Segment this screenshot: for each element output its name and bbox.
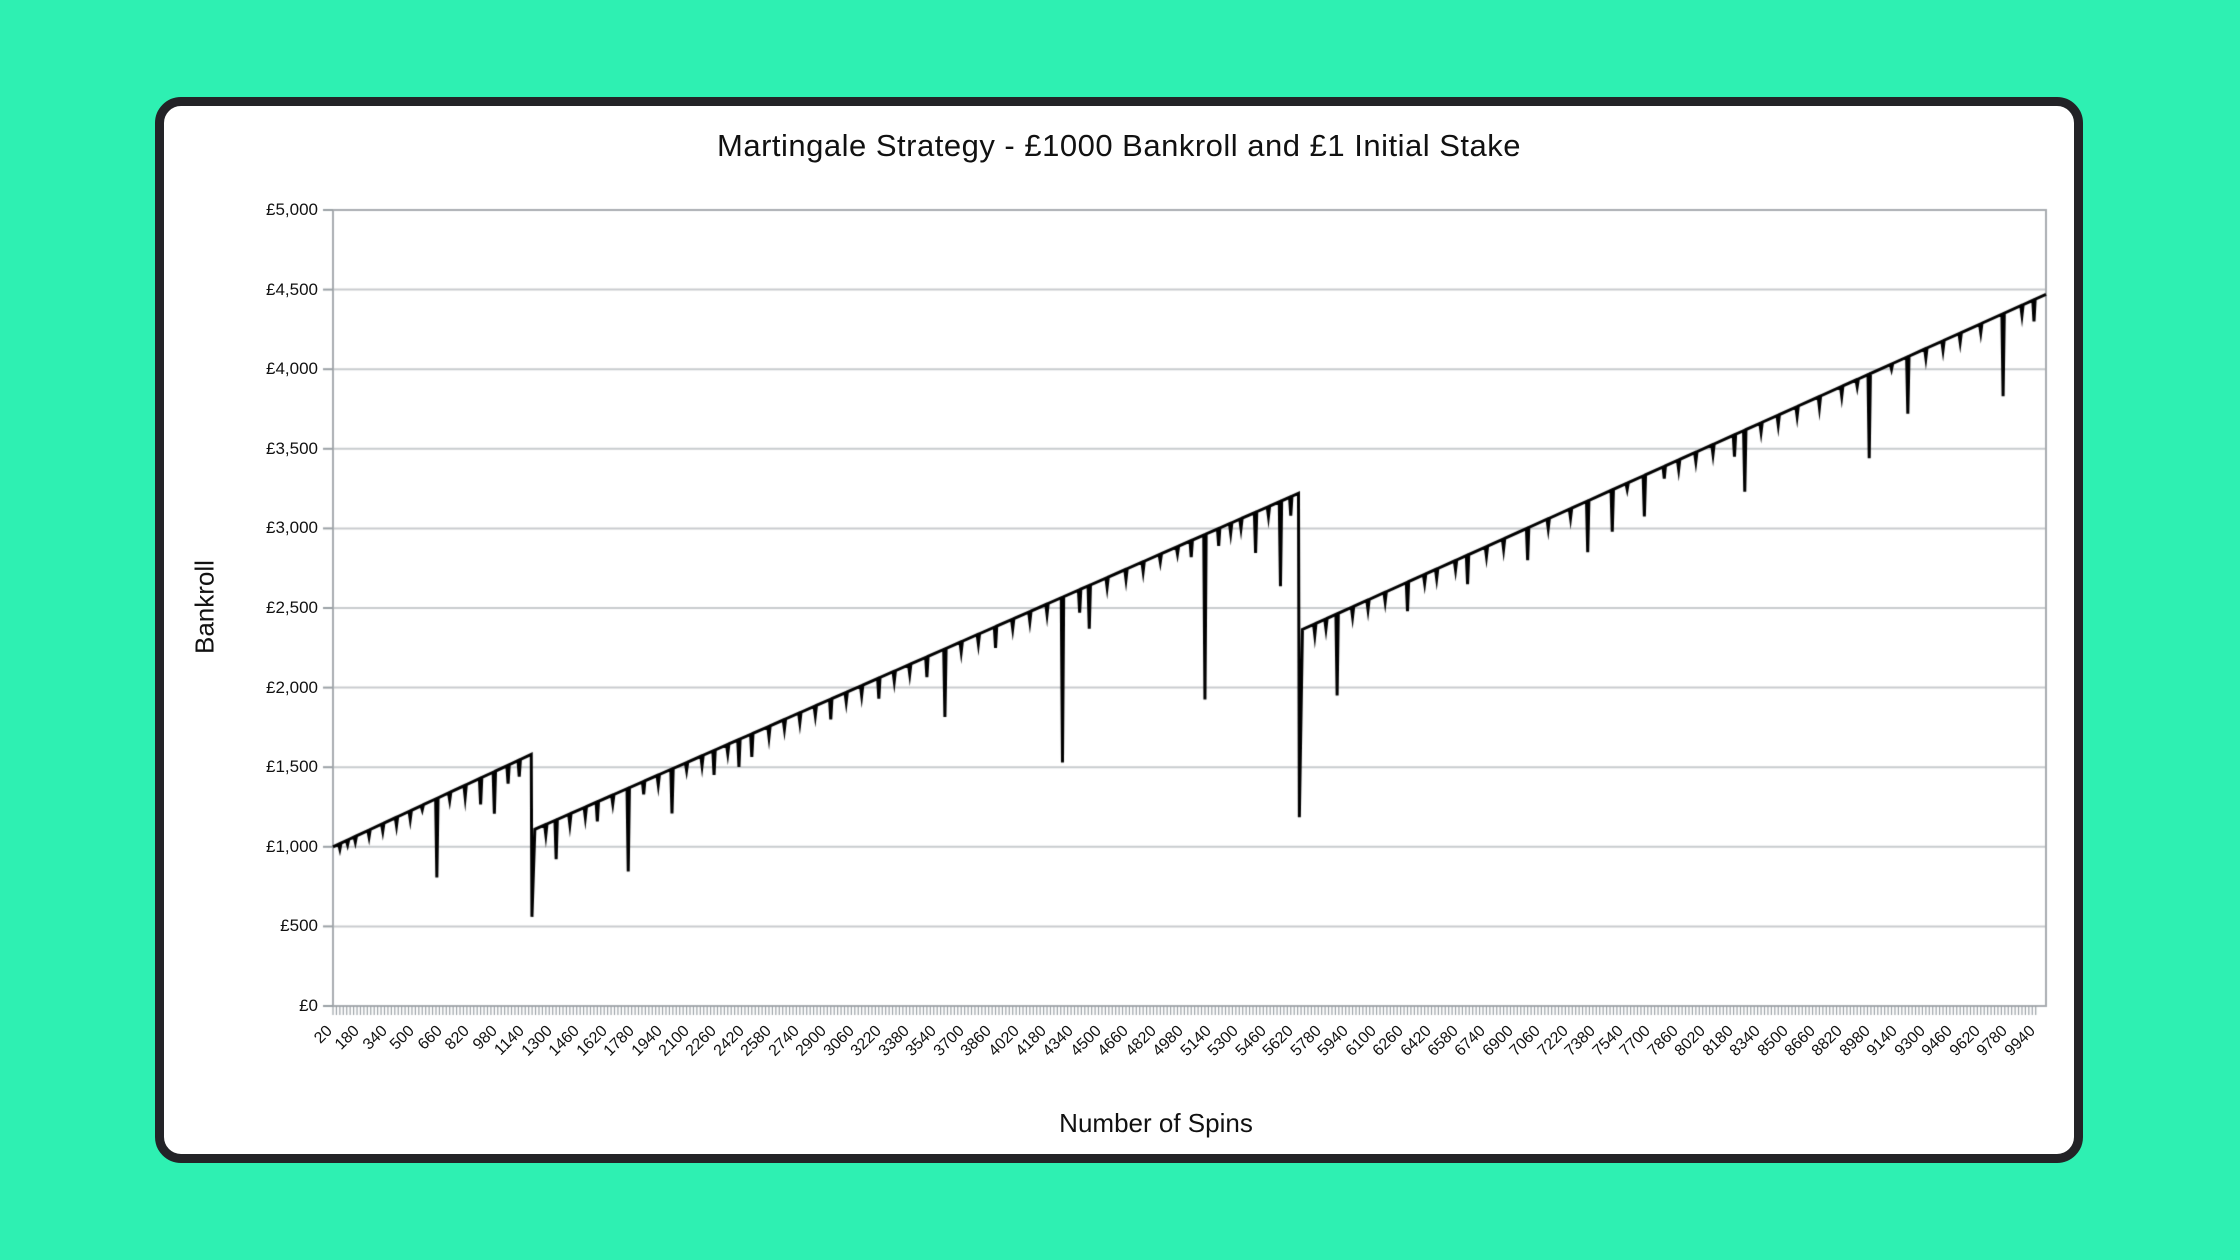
y-tick-label: £3,000 xyxy=(266,518,318,538)
y-tick-label: £5,000 xyxy=(266,200,318,219)
x-axis-title: Number of Spins xyxy=(1059,1108,1253,1138)
chart-title: Martingale Strategy - £1000 Bankroll and… xyxy=(717,128,1521,163)
y-tick-label: £1,500 xyxy=(266,757,318,777)
y-tick-label: £0 xyxy=(299,996,318,1015)
y-tick-label: £4,500 xyxy=(266,279,318,299)
y-tick-label: £4,000 xyxy=(266,359,318,379)
y-tick-label: £2,500 xyxy=(266,598,318,617)
y-tick-label: £2,000 xyxy=(266,677,318,697)
y-tick-label: £1,000 xyxy=(266,836,318,856)
y-tick-label: £500 xyxy=(280,916,318,936)
y-tick-label: £3,500 xyxy=(266,438,318,458)
